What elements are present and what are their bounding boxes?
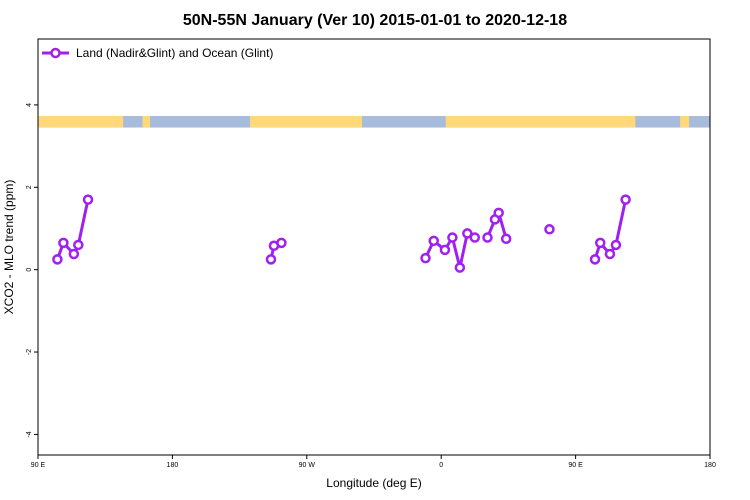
series-0-point-0-3: [73, 239, 84, 251]
land-band-0: [38, 116, 124, 128]
land-band-1: [142, 116, 150, 128]
series-0-point-4-0: [544, 224, 555, 235]
series-0-point-2-2: [439, 244, 451, 256]
series-0-point-2-3: [447, 232, 458, 243]
x-axis-label: Longitude (deg E): [326, 476, 421, 490]
series-0-point-5-4: [620, 194, 631, 205]
series-0-point-5-1: [594, 237, 606, 249]
series-0-point-2-6: [469, 232, 481, 243]
series-0-point-2-1: [428, 235, 439, 247]
series-0-point-0-0: [52, 254, 63, 265]
series-0-point-0-2: [68, 248, 80, 260]
x-tick-label-0: 90 E: [31, 462, 46, 469]
series-0-point-2-4: [454, 262, 466, 273]
plot-frame: [37, 38, 711, 456]
x-axis: 90 E 180 90 W 0 90 E 180: [31, 455, 716, 469]
legend-marker: [50, 47, 61, 59]
y-axis: -4 -2 0 2 4: [26, 103, 38, 438]
series-0-point-2-5: [462, 228, 473, 239]
land-band-2: [250, 116, 363, 128]
y-axis-label: XCO2 - MLO trend (ppm): [2, 180, 16, 315]
x-tick-label-4: 90 E: [568, 462, 583, 469]
series-0-point-1-0: [265, 254, 277, 265]
series-0-point-1-2: [276, 237, 287, 249]
data-layer: [52, 194, 631, 273]
series-0-point-0-4: [82, 194, 94, 205]
series-0-point-3-3: [500, 233, 512, 245]
series-0-point-5-2: [604, 248, 616, 260]
y-tick-label-2: 0: [26, 268, 33, 272]
series-0-point-2-0: [420, 252, 431, 264]
legend: Land (Nadir&Glint) and Ocean (Glint): [42, 46, 273, 60]
x-tick-label-2: 90 W: [299, 462, 316, 469]
ocean-band: [38, 116, 710, 128]
land-ocean-strip: [38, 116, 710, 128]
land-band-4: [680, 116, 690, 128]
x-tick-label-3: 0: [439, 462, 443, 469]
series-0-point-5-0: [589, 254, 601, 265]
series-0-point-5-3: [610, 239, 622, 251]
chart-title: 50N-55N January (Ver 10) 2015-01-01 to 2…: [183, 12, 567, 29]
y-tick-label-3: 2: [26, 185, 33, 189]
y-tick-label-4: 4: [26, 103, 33, 107]
legend-label: Land (Nadir&Glint) and Ocean (Glint): [76, 46, 273, 60]
y-tick-label-1: -2: [26, 349, 33, 355]
series-0-point-3-2: [493, 207, 504, 219]
series-0-point-0-1: [58, 237, 69, 249]
land-band-3: [445, 116, 636, 128]
x-tick-label-1: 180: [167, 462, 179, 469]
y-tick-label-0: -4: [26, 431, 33, 437]
series-0-point-3-0: [482, 232, 493, 243]
x-tick-label-5: 180: [704, 462, 716, 469]
